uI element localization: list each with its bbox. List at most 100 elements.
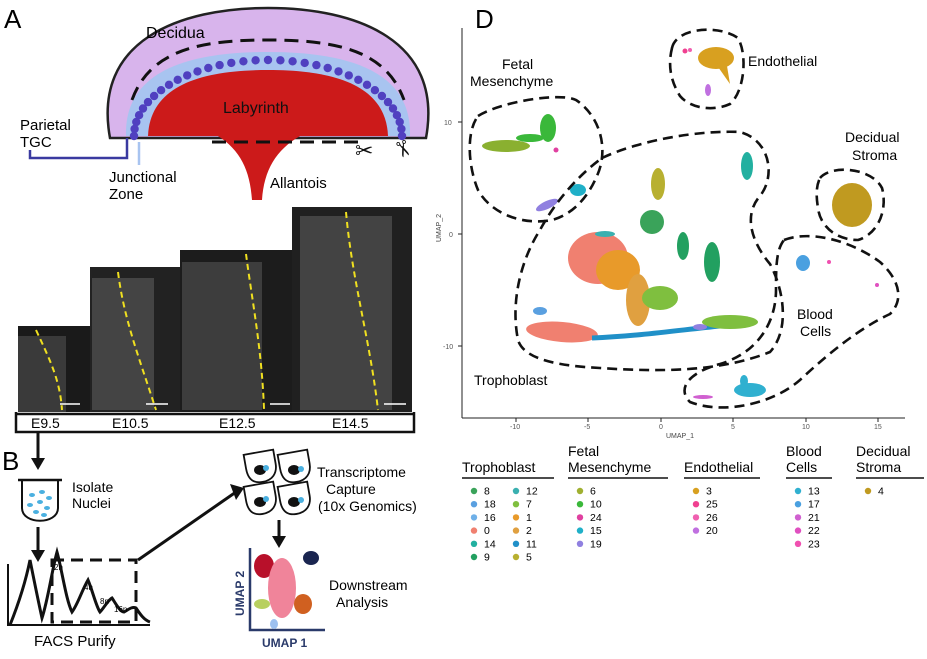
legend-label: 22 <box>808 525 820 537</box>
tgc-dot <box>383 97 393 107</box>
cluster-2 <box>626 274 650 326</box>
legend-title: Endothelial <box>684 459 753 475</box>
outline-endothelial <box>668 28 745 110</box>
legend-swatch <box>692 527 700 534</box>
outline-decidual-stroma <box>815 168 885 242</box>
legend-label: 4 <box>878 486 884 498</box>
stage-label-e9-5: E9.5 <box>31 415 60 431</box>
xtick-15: 15 <box>874 424 882 431</box>
tgc-dot <box>392 111 402 120</box>
legend-swatch <box>576 527 584 534</box>
tgc-dot <box>156 86 166 95</box>
cluster-14 <box>741 152 753 180</box>
legend-swatch <box>470 553 478 561</box>
label-decidual-line2: Stroma <box>852 147 897 163</box>
cluster-5 <box>651 168 665 200</box>
cluster-25 <box>682 48 688 54</box>
tgc-dot <box>130 124 139 134</box>
legend-swatch <box>470 527 478 534</box>
legend-title: Trophoblast <box>462 459 536 475</box>
legend-label: 5 <box>526 552 532 564</box>
junctional-label-line1: Junctional <box>109 169 177 186</box>
legend-swatch <box>512 540 520 547</box>
facs-histogram <box>7 546 151 626</box>
allantois-label: Allantois <box>270 175 327 192</box>
transcriptome-label-line3: (10x Genomics) <box>318 498 417 514</box>
stage-label-e12-5: E12.5 <box>219 415 256 431</box>
arrow-down-icon <box>272 536 286 548</box>
legend-swatch <box>794 501 802 508</box>
tgc-dot <box>138 104 148 113</box>
cluster-4 <box>832 183 872 227</box>
tgc-dot <box>334 67 343 76</box>
legend-label: 17 <box>808 499 820 511</box>
legend-label: 20 <box>706 525 718 537</box>
junctional-label-line2: Zone <box>109 186 143 203</box>
isolate-label-line1: Isolate <box>72 479 113 495</box>
legend-swatch <box>576 540 584 547</box>
tgc-dot <box>263 55 273 65</box>
cluster-0b <box>526 321 598 343</box>
legend-label: 18 <box>484 499 496 511</box>
peak-label-16n: 16n <box>114 605 127 614</box>
tgc-dot <box>251 56 260 65</box>
cluster-legend: Trophoblast81816014912712115FetalMesench… <box>462 443 924 564</box>
legend-title: Mesenchyme <box>568 459 651 475</box>
tgc-dot <box>354 75 363 85</box>
legend-title: Fetal <box>568 443 599 459</box>
legend-label: 26 <box>706 512 718 524</box>
cluster-outlines <box>468 28 900 409</box>
legend-title: Cells <box>786 459 817 475</box>
mini-umap-ylabel: UMAP 2 <box>233 571 247 616</box>
cluster-9 <box>704 242 720 282</box>
parietal-leader-line <box>28 138 129 160</box>
stage-label-e14-5: E14.5 <box>332 415 369 431</box>
cluster-26 <box>688 48 692 52</box>
peak-label-4n: 4n <box>84 583 93 592</box>
cluster-10 <box>540 114 556 142</box>
xtick-neg10: -10 <box>510 424 520 431</box>
mini-umap <box>248 548 325 632</box>
peak-label-2n: 2n <box>54 563 63 572</box>
facs-gate-box <box>50 558 138 624</box>
tgc-dot <box>377 91 387 101</box>
legend-swatch <box>576 514 584 521</box>
tgc-dot <box>149 91 159 101</box>
tgc-dot <box>173 75 182 85</box>
tgc-dot <box>323 63 332 73</box>
downstream-label-line1: Downstream <box>329 577 408 593</box>
legend-label: 25 <box>706 499 718 511</box>
legend-title: Decidual <box>856 443 910 459</box>
legend-swatch <box>512 527 520 534</box>
umap-clusters <box>482 47 879 399</box>
legend-label: 19 <box>590 538 602 550</box>
outline-trophoblast <box>514 130 785 372</box>
label-fetal-line1: Fetal <box>502 56 533 72</box>
facs-label: FACS Purify <box>34 633 116 650</box>
downstream-label-line2: Analysis <box>336 594 388 610</box>
legend-swatch <box>794 514 802 521</box>
tgc-dot <box>395 117 404 127</box>
labyrinth-region <box>148 70 388 136</box>
cluster-23 <box>827 260 831 264</box>
legend-label: 9 <box>484 552 490 564</box>
panel-label-a: A <box>4 4 22 34</box>
tgc-dot <box>362 80 372 90</box>
placenta-diagram: ✂ ✂ <box>28 6 430 200</box>
legend-label: 6 <box>590 486 596 498</box>
legend-swatch <box>512 553 520 561</box>
tgc-dot <box>288 57 297 66</box>
legend-label: 12 <box>526 486 538 498</box>
stage-bracket <box>14 412 416 434</box>
umap-axes <box>458 28 905 422</box>
cluster-7 <box>702 315 758 329</box>
cluster-21 <box>693 395 713 399</box>
legend-swatch <box>794 527 802 534</box>
decidua-dashed-line <box>130 38 406 101</box>
decidua-label: Decidua <box>146 25 205 42</box>
legend-swatch <box>470 514 478 521</box>
arrow-down-icon <box>31 550 45 562</box>
legend-label: 10 <box>590 499 602 511</box>
legend-swatch <box>692 514 700 521</box>
tgc-dot <box>143 97 153 107</box>
